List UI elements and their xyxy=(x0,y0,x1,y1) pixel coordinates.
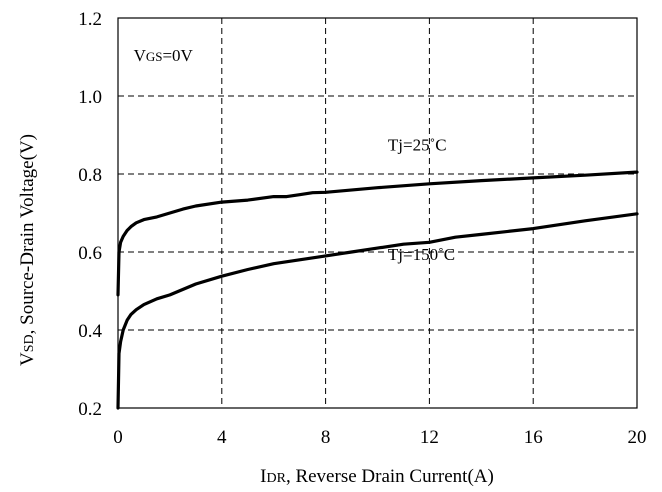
series-line-1 xyxy=(116,170,639,297)
y-tick-label: 0.2 xyxy=(78,399,102,420)
y-tick-label: 0.8 xyxy=(78,165,102,186)
x-tick-label: 12 xyxy=(420,427,439,448)
x-tick-label: 16 xyxy=(524,427,543,448)
plot-area-border xyxy=(117,17,638,409)
tj-150c-annotation: Tj=150˚C xyxy=(388,245,455,264)
y-tick-label: 1.2 xyxy=(78,9,102,30)
y-tick-labels: 0.2 0.4 0.6 0.8 1.0 1.2 xyxy=(78,9,102,420)
y-tick-label: 1.0 xyxy=(78,87,102,108)
x-axis-label: IDR, Reverse Drain Current(A) xyxy=(260,466,494,487)
vgs-condition-annotation: VGS=0V xyxy=(134,46,194,65)
x-tick-label: 4 xyxy=(217,427,227,448)
grid xyxy=(118,18,637,408)
y-axis-label: VSD, Source-Drain Voltage(V) xyxy=(17,134,38,366)
series-group xyxy=(116,170,639,410)
x-tick-label: 8 xyxy=(321,427,331,448)
series-line-2 xyxy=(116,212,639,410)
y-tick-label: 0.4 xyxy=(78,321,102,342)
x-tick-label: 20 xyxy=(628,427,647,448)
x-tick-labels: 0 4 8 12 16 20 xyxy=(113,427,646,448)
tj-25c-annotation: Tj=25˚C xyxy=(388,136,447,155)
x-tick-label: 0 xyxy=(113,427,123,448)
y-tick-label: 0.6 xyxy=(78,243,102,264)
